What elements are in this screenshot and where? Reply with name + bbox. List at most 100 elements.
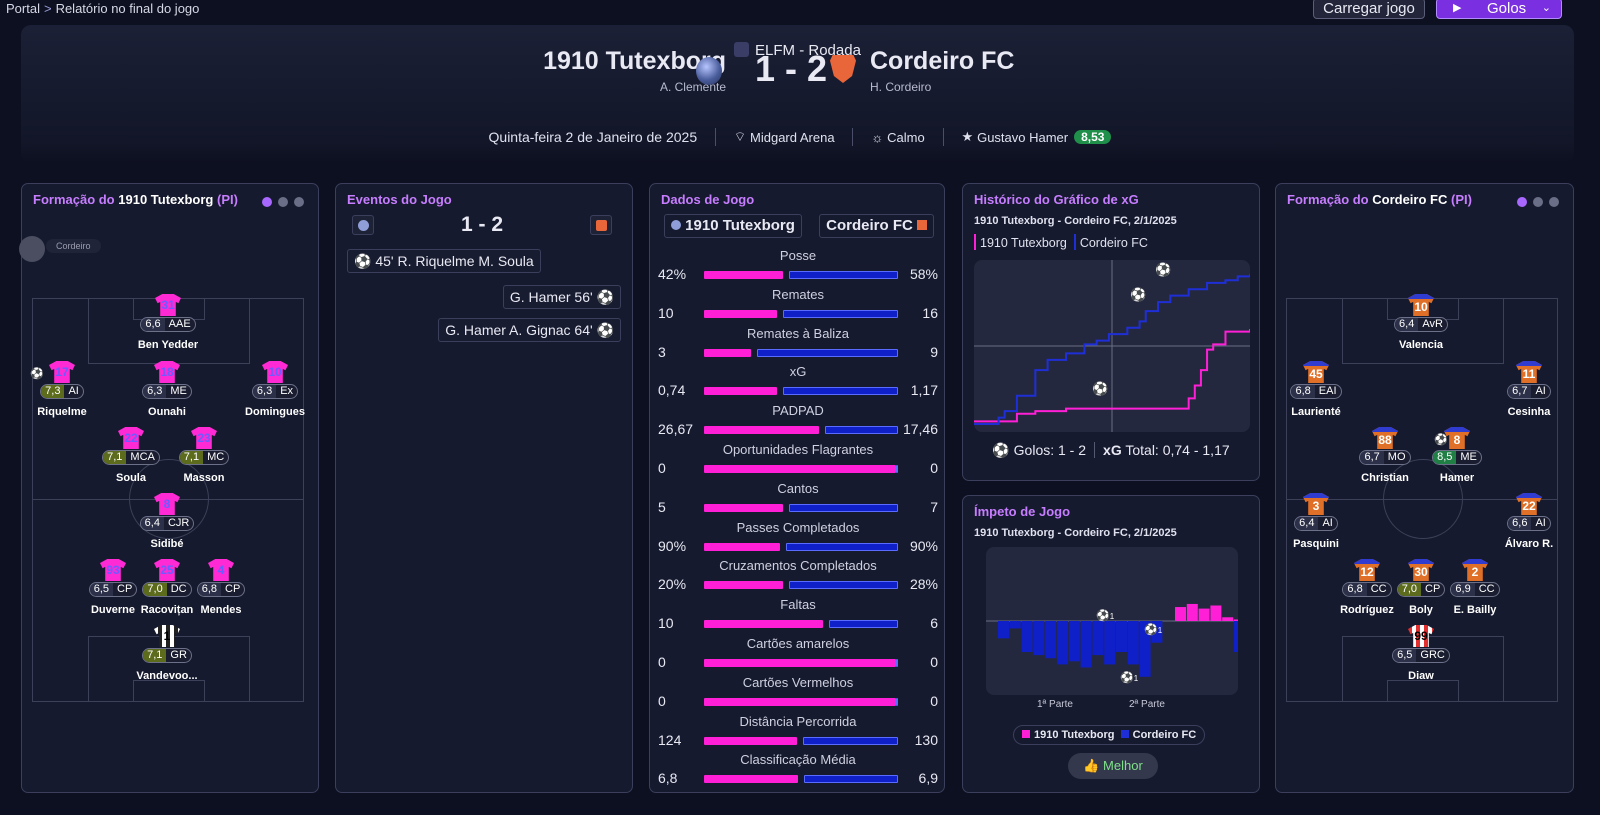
stat-bar <box>704 581 898 590</box>
rating-pill: 7,0 CP <box>1396 582 1446 597</box>
stat-away-value: 0 <box>930 460 938 476</box>
player-card[interactable]: 30 7,0 CP Boly <box>1381 559 1461 616</box>
player-card[interactable]: 3 6,4 AI Pasquini <box>1276 493 1356 550</box>
away-team-name[interactable]: Cordeiro FC <box>870 47 1015 75</box>
stat-row: Cartões amarelos 0 0 <box>658 634 938 672</box>
goals-dropdown-button[interactable]: ▶ Golos ⌄ <box>1436 0 1562 19</box>
player-card[interactable]: 45 6,8 EAI Laurienté <box>1276 361 1356 418</box>
second-half-label: 2ª Parte <box>1129 699 1165 710</box>
player-card[interactable]: 4 6,8 CP Mendes <box>181 559 261 616</box>
breadcrumb-portal-link[interactable]: Portal <box>6 1 40 16</box>
home-crest-small-icon <box>671 220 681 230</box>
rating-pill: 6,5 CP <box>88 582 138 597</box>
stat-label: PADPAD <box>772 403 824 419</box>
momentum-bar-away <box>1234 621 1245 652</box>
player-card[interactable]: 12 6,8 CC Rodríguez <box>1327 559 1407 616</box>
away-crest-small-icon <box>917 220 927 230</box>
rating-pill: 6,4 CJR <box>139 516 195 531</box>
stats-home-team[interactable]: 1910 Tutexborg <box>664 214 802 238</box>
goal-marker-icon: ⚽ <box>1129 287 1146 302</box>
stat-label: Distância Percorrida <box>739 713 857 729</box>
player-name: Rodríguez <box>1340 604 1394 616</box>
xg-chart-svg: ⚽ ⚽ ⚽ <box>974 260 1251 432</box>
stat-home-value: 10 <box>658 615 674 632</box>
divider <box>942 128 944 147</box>
player-card[interactable]: 8 6,4 CJR Sidibé <box>127 493 207 550</box>
stats-away-team[interactable]: Cordeiro FC <box>819 214 934 238</box>
rating-pill: 7,1 GR <box>142 648 192 663</box>
player-card[interactable]: 22 6,6 AI Álvaro R. <box>1489 493 1569 550</box>
player-card[interactable]: 22 7,1 MCA Soula <box>91 427 171 484</box>
player-card[interactable]: 25 7,0 DC Racovițan <box>127 559 207 616</box>
player-card[interactable]: 93 6,5 CP Duverne <box>73 559 153 616</box>
stat-row: Faltas 10 6 <box>658 595 938 633</box>
rating-pill: 6,8 CC <box>1342 582 1392 597</box>
home-team-name[interactable]: 1910 Tutexborg <box>543 47 726 75</box>
player-card[interactable]: 18 6,3 ME Ounahi <box>127 361 207 418</box>
event-goal-away[interactable]: G. Hamer A. Gignac 64' ⚽ <box>438 318 621 342</box>
stat-away-value: 9 <box>930 343 938 360</box>
goal-marker-icon: ⚽ <box>1154 262 1171 277</box>
pagination-dots[interactable] <box>256 194 304 212</box>
player-of-match[interactable]: Gustavo Hamer <box>977 129 1069 145</box>
thumbs-up-icon: 👍 <box>1083 758 1100 773</box>
rating-pill: 6,3 ME <box>142 384 192 399</box>
player-card[interactable]: 10 6,3 Ex Domingues <box>235 361 315 418</box>
pagination-dots[interactable] <box>1511 194 1559 212</box>
best-button[interactable]: 👍 Melhor <box>1068 753 1158 779</box>
momentum-subtitle: 1910 Tutexborg - Cordeiro FC, 2/1/2025 <box>974 527 1177 539</box>
stat-away-value: 7 <box>930 498 938 515</box>
stat-bar <box>704 736 898 746</box>
player-card[interactable]: 2 6,9 CC E. Bailly <box>1435 559 1515 616</box>
player-name: Boly <box>1409 604 1433 616</box>
home-crest-small-icon <box>352 215 374 235</box>
away-manager[interactable]: H. Cordeiro <box>870 80 932 94</box>
stat-home-value: 90% <box>658 537 687 554</box>
events-title: Eventos do Jogo <box>347 192 452 207</box>
shirt-icon: 88 <box>1372 427 1398 449</box>
stat-label: Remates à Baliza <box>747 325 849 341</box>
player-card[interactable]: 1 7,1 GR Vandevoo... <box>127 625 207 682</box>
stat-label: Oportunidades Flagrantes <box>722 442 874 457</box>
shirt-icon: 23 <box>191 427 217 449</box>
player-name: Racovițan <box>140 604 194 616</box>
ball-icon: ⚽ <box>1434 434 1448 446</box>
rating-pill: 7,1 MCA <box>102 450 160 465</box>
player-card[interactable]: 17 7,3 AI Riquelme <box>22 361 102 418</box>
player-card[interactable]: 31 6,6 AAE Ben Yedder <box>128 294 208 351</box>
xg-chart: ⚽ ⚽ ⚽ <box>974 260 1251 432</box>
stat-label: Cartões Vermelhos <box>742 674 854 690</box>
ball-icon: ⚽ <box>354 253 372 269</box>
player-name: Christian <box>1361 472 1409 484</box>
player-name: Ben Yedder <box>137 339 199 351</box>
stat-label: Posse <box>779 248 817 263</box>
stat-row: Passes Completados 90% 90% <box>658 518 938 556</box>
player-card[interactable]: 11 6,7 AI Cesinha <box>1489 361 1569 418</box>
stat-bar <box>704 309 898 319</box>
stat-away-value: 6,9 <box>918 770 938 787</box>
momentum-chart: ⚽1 ⚽1 ⚽1 <box>986 547 1245 695</box>
player-card[interactable]: 99 6,5 GRC Diaw <box>1381 625 1461 682</box>
player-card[interactable]: 10 6,4 AvR Valencia <box>1381 294 1461 351</box>
rating-pill: 6,6 AI <box>1507 516 1551 531</box>
stadium-name[interactable]: Midgard Arena <box>750 129 835 145</box>
player-card[interactable]: 88 6,7 MO Christian <box>1345 427 1425 484</box>
stat-label: Cantos <box>777 480 819 496</box>
stat-label: Classificação Média <box>740 752 856 768</box>
rating-pill: 6,8 EAI <box>1290 384 1342 399</box>
stat-row: Posse 42% 58% <box>658 246 938 284</box>
player-card[interactable]: 8 8,5 ME Hamer <box>1417 427 1497 484</box>
shirt-icon: 2 <box>1462 559 1488 581</box>
rating-pill: 6,7 AI <box>1507 384 1551 399</box>
momentum-bar-home <box>1186 603 1198 621</box>
stat-home-value: 42% <box>658 266 687 282</box>
load-match-button[interactable]: Carregar jogo <box>1313 0 1425 19</box>
stat-row: PADPAD 26,67 17,46 <box>658 401 938 439</box>
away-crest-small-icon <box>590 215 612 235</box>
stat-away-value: 0 <box>930 654 938 670</box>
stat-away-value: 17,46 <box>902 421 938 438</box>
event-goal-away[interactable]: G. Hamer 56' ⚽ <box>502 285 621 309</box>
stat-away-value: 58% <box>909 266 938 282</box>
event-goal-home[interactable]: ⚽ 45' R. Riquelme M. Soula <box>347 249 541 273</box>
player-card[interactable]: 23 7,1 MC Masson <box>164 427 244 484</box>
